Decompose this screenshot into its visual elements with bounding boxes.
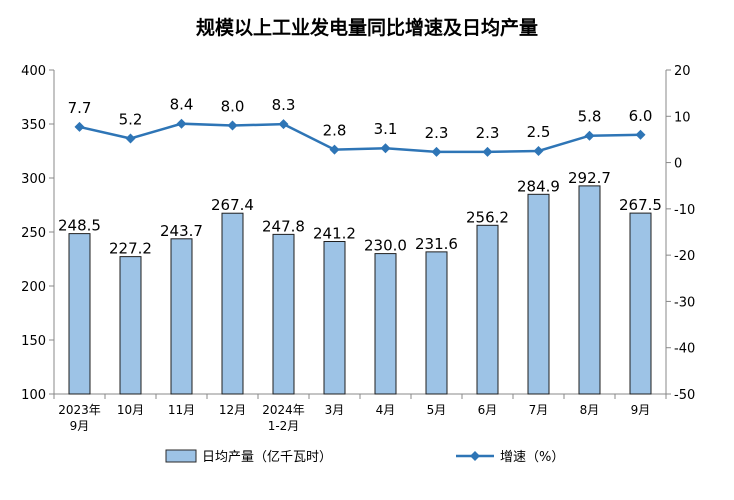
line-point [431,146,442,157]
category-label: 9月 [70,419,90,433]
line-point [533,146,544,156]
category-label: 5月 [427,403,447,417]
line-point [278,119,289,130]
bar-value-label: 241.2 [313,225,356,243]
bar-value-label: 284.9 [517,177,560,195]
bar-value-label: 231.6 [415,235,458,253]
line-point [125,133,136,144]
legend: 日均产量（亿千瓦时） 增速（%） [165,449,564,465]
bar-value-label: 267.4 [211,196,254,214]
bar [323,241,346,395]
line-point [176,118,187,129]
left-tick-label: 200 [21,280,46,295]
line-value-label: 6.0 [629,107,653,125]
line-value-label: 2.8 [323,122,347,140]
bar [527,193,550,395]
category-label: 9月 [631,403,651,417]
bar [374,253,397,395]
line-value-label: 5.2 [119,111,143,129]
line-point [635,129,646,140]
right-tick-label: 10 [674,110,691,125]
line-point [584,130,595,141]
line-value-label: 8.3 [272,96,296,114]
category-labels-group: 2023年 9月 10月 11月 12月 2024年 1-2月 3月 4月 5月 6月 7月 8月 9月 [58,403,650,433]
bar-value-label: 267.5 [619,196,662,214]
line-point [227,120,238,131]
category-label: 6月 [478,403,498,417]
right-tick-label: -30 [674,295,695,310]
bar [170,238,193,395]
bars-group: 248.5 227.2 243.7 267.4 247.8 241.2 230.0 231.6… [58,169,662,395]
bar [68,233,91,395]
right-tick-label: 20 [674,64,691,79]
category-label: 3月 [325,403,345,417]
category-label: 4月 [376,403,396,417]
bar-value-label: 227.2 [109,240,152,258]
right-tick-label: 0 [674,157,682,172]
left-tick-label: 350 [21,118,46,133]
line-value-label: 5.8 [578,108,602,126]
category-label: 11月 [168,403,195,417]
bar [119,256,142,395]
left-tick-label: 100 [21,388,46,403]
line-value-label: 8.0 [221,98,245,116]
line-point [482,146,493,157]
category-label: 12月 [219,403,246,417]
line-value-label: 3.1 [374,120,398,138]
left-tick-label: 150 [21,334,46,349]
bar-value-label: 247.8 [262,217,305,235]
bar-value-label: 292.7 [568,169,611,187]
chart-title: 规模以上工业发电量同比增速及日均产量 [196,16,538,39]
category-label: 8月 [580,403,600,417]
right-tick-label: -10 [674,203,695,218]
line-group: 7.7 5.2 8.4 8.0 8.3 2.8 3.1 2.3 2.3 2.5 5.8 6.0 [68,96,653,157]
line-point [74,121,85,132]
bar-value-label: 256.2 [466,208,509,226]
bar-value-label: 248.5 [58,217,101,235]
left-tick-label: 300 [21,172,46,187]
bar [221,212,244,395]
category-label: 10月 [117,403,144,417]
right-tick-label: -40 [674,342,695,357]
bar-value-label: 230.0 [364,237,407,255]
category-label: 2024年 [262,403,305,417]
left-tick-label: 250 [21,226,46,241]
legend-bar-swatch [165,449,197,463]
bar [272,233,295,395]
line-point [329,144,340,155]
category-label: 7月 [529,403,549,417]
growth-line [79,122,641,154]
category-label: 2023年 [58,403,101,417]
line-value-label: 2.3 [476,124,500,142]
legend-line-label: 增速（%） [500,450,564,465]
axes-group: 100 150 200 250 300 350 400 -50 -40 -30 -20 -10 0 10 2… [21,64,695,403]
category-label: 1-2月 [268,419,300,433]
line-point [380,143,391,154]
bar-value-label: 243.7 [160,222,203,240]
legend-line-marker [470,451,480,461]
bar [578,185,601,395]
right-tick-label: -50 [674,388,695,403]
bar [629,212,652,395]
legend-bar-label: 日均产量（亿千瓦时） [202,450,332,465]
line-value-label: 2.5 [527,123,551,141]
line-value-label: 2.3 [425,124,449,142]
bar [425,251,448,395]
left-tick-label: 400 [21,64,46,79]
line-value-label: 8.4 [170,96,194,114]
right-tick-label: -20 [674,249,695,264]
bar [476,224,499,395]
line-value-label: 7.7 [68,99,92,117]
